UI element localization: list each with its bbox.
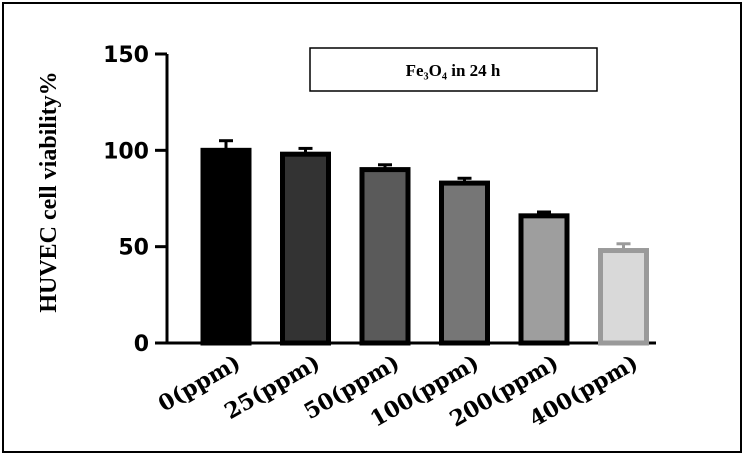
bar [280, 151, 331, 346]
bar [518, 213, 570, 346]
error-bars [219, 139, 631, 251]
chart-title: Fe₃O₄ in 24 h [406, 61, 501, 80]
y-axis-label: HUVEC cell viability% [36, 71, 62, 312]
bars [200, 147, 649, 346]
y-tick-label: 50 [118, 236, 149, 261]
y-tick-label: 0 [134, 332, 149, 357]
y-tick-label: 150 [103, 43, 149, 68]
bar [200, 147, 252, 346]
bar [359, 167, 411, 346]
title-box: Fe₃O₄ in 24 h [309, 47, 598, 92]
bar [439, 180, 490, 346]
y-tick-label: 100 [103, 139, 149, 164]
bar [598, 248, 649, 346]
x-tick-labels: 0(ppm)25(ppm)50(ppm)100(ppm)200(ppm)400(… [154, 350, 643, 433]
y-axis: 0 50 100 150 [103, 43, 169, 357]
